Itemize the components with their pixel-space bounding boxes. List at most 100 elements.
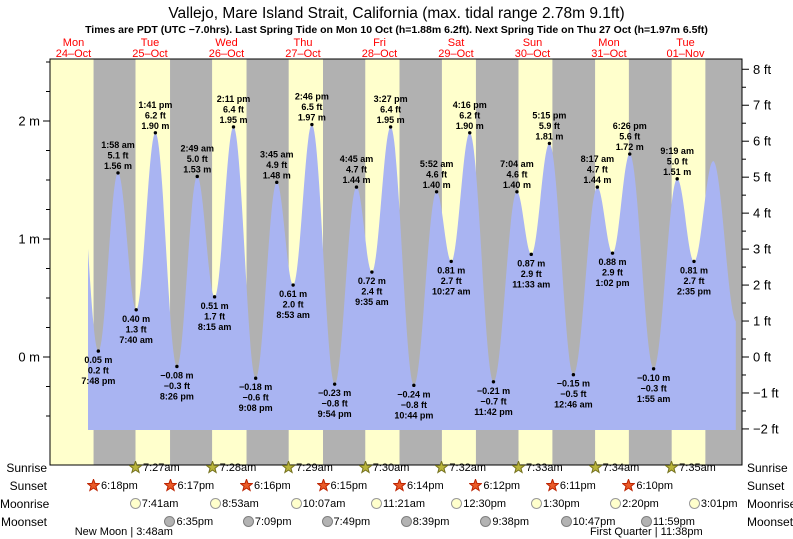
tide-extreme-dot <box>651 367 656 371</box>
tide-extreme-dot <box>332 382 337 386</box>
tide-annotation: 2.9 ft <box>521 269 542 279</box>
tide-extreme-dot <box>195 174 199 179</box>
tide-annotation: 6:26 pm <box>613 121 647 131</box>
event-time: 7:32am <box>449 461 487 474</box>
event-time: 7:34am <box>602 461 640 474</box>
page-title: Vallejo, Mare Island Strait, California … <box>168 5 625 22</box>
sunrise-event: 7:29am <box>282 461 333 475</box>
tide-annotation: 0.61 m <box>279 289 307 299</box>
tide-annotation: −0.24 m <box>397 389 430 399</box>
plot-frame <box>49 58 743 466</box>
day-label: Sat 29–Oct <box>438 37 474 60</box>
day-label: Thu 27–Oct <box>285 37 321 60</box>
event-time: 6:14pm <box>406 479 444 492</box>
tide-annotation: 0.87 m <box>517 258 545 268</box>
event-time: 9:38pm <box>492 515 530 528</box>
page-subtitle: Times are PDT (UTC −7.0hrs). Last Spring… <box>85 24 708 36</box>
tide-annotation: 2:49 am <box>180 143 214 153</box>
sunrise-icon <box>511 461 525 474</box>
tide-annotation: 1.90 m <box>141 121 169 131</box>
tide-annotation: 2.9 ft <box>602 268 623 278</box>
tide-annotation: −0.6 ft <box>243 393 269 403</box>
right-axis-label: 0 ft <box>753 350 771 365</box>
tide-annotation: −0.21 m <box>477 386 510 396</box>
day-label: Mon 24–Oct <box>55 37 92 60</box>
tide-annotation: 1.44 m <box>583 175 611 185</box>
sunset-icon <box>240 479 254 492</box>
row-label-right-moonset: Moonset <box>747 514 793 529</box>
tide-annotation: 1.81 m <box>535 131 563 141</box>
tide-annotation: 1.72 m <box>616 142 644 152</box>
moonrise-event: 7:41am <box>129 497 179 511</box>
tide-annotation: 1.56 m <box>104 161 132 171</box>
moonset-event: 6:35pm <box>164 515 213 529</box>
tide-annotation: −0.7 ft <box>480 396 506 406</box>
tide-annotation: 5.1 ft <box>107 150 128 160</box>
moonrise-event: 8:53am <box>210 497 259 511</box>
moonrise-event: 10:07am <box>290 497 346 511</box>
event-time: 10:07am <box>302 497 346 510</box>
tide-annotation: −0.18 m <box>239 382 272 392</box>
tide-annotation: 6.4 ft <box>380 104 401 114</box>
right-axis-label: 3 ft <box>753 242 771 257</box>
moonset-icon <box>400 516 412 527</box>
event-time: 7:30am <box>372 461 410 474</box>
tide-annotation: 1.44 m <box>342 175 370 185</box>
sunset-event: 6:17pm <box>163 479 214 493</box>
tide-annotation: 9:35 am <box>355 297 389 307</box>
tide-extreme-dot <box>134 308 138 312</box>
tide-annotation: 5:52 am <box>420 159 454 169</box>
tide-annotation: 1.97 m <box>298 113 326 123</box>
event-time: 6:16pm <box>254 479 291 492</box>
right-axis-label: 1 ft <box>753 314 771 329</box>
tide-annotation: −0.3 ft <box>640 383 666 393</box>
tide-annotation: 1.53 m <box>183 164 211 174</box>
row-label-left-sunset: Sunset <box>9 478 47 493</box>
event-time: 7:41am <box>141 497 179 510</box>
tide-annotation: 4.7 ft <box>587 165 608 175</box>
tide-extreme-dot <box>96 349 101 353</box>
tide-extreme-dot <box>354 185 359 189</box>
event-time: 7:27am <box>142 461 180 474</box>
right-axis-label: −2 ft <box>753 421 779 436</box>
tide-annotation: 6.4 ft <box>223 104 244 114</box>
tide-annotation: 11:33 am <box>512 279 550 289</box>
right-axis-label: 7 ft <box>753 98 771 113</box>
sunrise-event: 7:27am <box>128 461 180 475</box>
sunrise-event: 7:35am <box>665 461 716 475</box>
day-label: Mon 31–Oct <box>591 37 627 60</box>
moonset-event: 9:38pm <box>480 515 529 529</box>
moon-phase-caption: New Moon | 3:48am <box>74 526 173 538</box>
tide-annotation: 0.05 m <box>84 355 112 365</box>
tide-annotation: 5:15 pm <box>532 110 566 120</box>
tide-extreme-dot <box>275 180 279 185</box>
tide-annotation: 5.6 ft <box>619 132 640 142</box>
moonrise-event: 1:30pm <box>530 497 580 511</box>
left-axis-label: 0 m <box>18 350 40 365</box>
sunset-event: 6:18pm <box>87 479 138 493</box>
tide-annotation: 4.6 ft <box>426 169 447 179</box>
sunset-icon <box>545 479 559 492</box>
event-time: 6:18pm <box>101 479 138 492</box>
tide-annotation: 2.4 ft <box>361 287 382 297</box>
tide-extreme-dot <box>595 185 600 189</box>
sunset-event: 6:14pm <box>392 479 444 493</box>
moonset-event: 7:49pm <box>321 515 370 529</box>
moonrise-event: 2:20pm <box>610 497 659 511</box>
right-axis-label: 4 ft <box>753 206 771 221</box>
tide-extreme-dot <box>547 141 552 146</box>
event-time: 7:09pm <box>254 515 292 528</box>
moonrise-event: 11:21am <box>371 497 425 511</box>
right-axis-label: 2 ft <box>753 278 771 293</box>
tide-annotation: 9:54 pm <box>318 409 352 419</box>
sunrise-icon <box>435 461 449 474</box>
moonrise-icon <box>290 498 302 509</box>
moonrise-icon <box>451 498 463 509</box>
tide-extreme-dot <box>434 190 439 194</box>
tide-extreme-dot <box>610 251 615 255</box>
tide-annotation: −0.3 ft <box>164 381 190 391</box>
tide-extreme-dot <box>515 190 519 194</box>
tide-annotation: 7:48 pm <box>81 376 115 386</box>
tide-annotation: 7:40 am <box>119 335 153 345</box>
moonrise-icon <box>129 498 141 509</box>
